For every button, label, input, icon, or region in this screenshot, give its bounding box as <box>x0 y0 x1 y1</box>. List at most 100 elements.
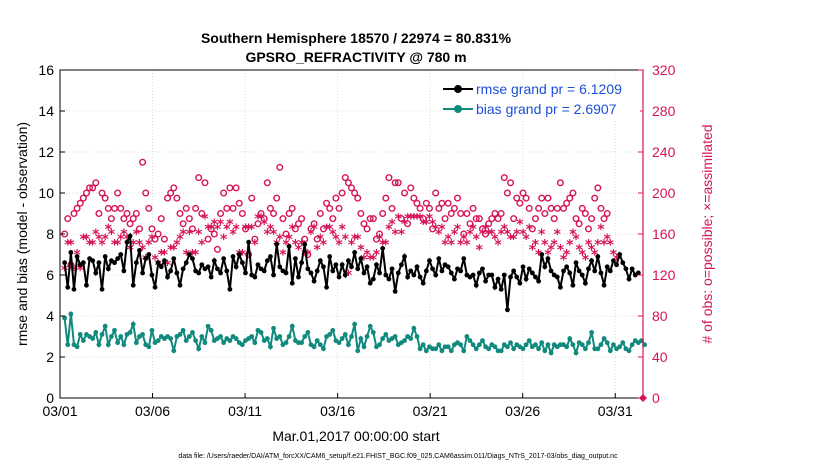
assimilated-point: * <box>245 222 253 238</box>
possible-point <box>232 184 240 192</box>
possible-point <box>366 215 374 223</box>
possible-point <box>541 209 549 217</box>
rmse-point <box>589 258 595 264</box>
rmse-point <box>523 276 529 282</box>
rmse-point <box>370 276 376 282</box>
possible-point <box>185 215 193 223</box>
bias-point <box>573 350 579 356</box>
chart-subtitle: GPSRO_REFRACTIVITY @ 780 m <box>245 49 466 65</box>
assimilated-point: * <box>89 237 97 253</box>
possible-point <box>92 179 100 187</box>
assimilated-point: * <box>342 232 350 248</box>
possible-point <box>354 194 362 202</box>
assimilated-point: * <box>398 227 406 243</box>
rmse-point <box>168 268 174 274</box>
possible-point <box>513 194 521 202</box>
bias-point <box>115 340 121 346</box>
assimilated-point: * <box>585 237 593 253</box>
rmse-point <box>604 264 610 270</box>
possible-point <box>167 189 175 197</box>
rmse-point <box>448 270 454 276</box>
rmse-point <box>133 260 139 266</box>
rmse-point <box>121 268 127 274</box>
y-tick-label: 16 <box>38 62 54 78</box>
rmse-point <box>558 284 563 290</box>
possible-point <box>179 220 187 228</box>
rmse-point <box>573 260 579 266</box>
possible-point <box>351 189 359 197</box>
rmse-point <box>526 266 532 272</box>
bias-point <box>579 342 585 348</box>
rmse-point <box>411 272 417 278</box>
bias-point <box>218 334 223 339</box>
assimilated-point: * <box>239 248 247 264</box>
rmse-point <box>177 282 183 288</box>
assimilated-point: * <box>582 253 590 269</box>
assimilated-point: * <box>229 227 237 243</box>
possible-point <box>535 204 543 212</box>
legend-bias-marker <box>454 105 462 113</box>
possible-point <box>429 225 437 233</box>
rmse-point <box>420 280 426 286</box>
bias-point <box>380 336 386 341</box>
bias-point <box>417 346 423 352</box>
rmse-point <box>186 252 192 257</box>
rmse-point <box>377 270 382 276</box>
possible-point <box>226 184 234 192</box>
bias-point <box>545 342 551 348</box>
rmse-point <box>617 252 623 257</box>
rmse-point <box>495 276 501 282</box>
possible-point <box>204 235 212 243</box>
bias-point <box>233 336 239 341</box>
bias-point <box>155 338 161 343</box>
possible-point <box>164 194 172 202</box>
rmse-point <box>339 262 345 268</box>
assimilated-point: * <box>575 242 583 258</box>
assimilated-point: * <box>208 222 216 238</box>
assimilated-point: * <box>441 237 449 253</box>
possible-point <box>369 215 377 223</box>
legend-bias-label: bias grand pr = 2.6907 <box>476 101 617 117</box>
assimilated-point: * <box>426 212 434 228</box>
possible-point <box>584 225 592 233</box>
bias-point <box>604 340 610 346</box>
bias-point <box>305 330 311 335</box>
y2-tick-label: 120 <box>652 267 676 283</box>
bias-point <box>336 340 342 346</box>
rmse-point <box>115 256 121 261</box>
assimilated-point: * <box>70 263 78 279</box>
assimilated-point: * <box>516 217 524 233</box>
rmse-point <box>317 258 323 264</box>
assimilated-point: * <box>304 248 312 264</box>
rmse-point <box>582 280 588 286</box>
x-tick-label: 03/31 <box>598 403 633 419</box>
bias-point <box>271 325 276 331</box>
assimilated-point: * <box>385 222 393 238</box>
possible-point <box>79 194 87 202</box>
rmse-point <box>211 258 217 264</box>
assimilated-point: * <box>86 237 94 253</box>
assimilated-point: * <box>323 222 331 238</box>
bias-point <box>199 334 205 339</box>
y2-axis-ticks: 0 40 80 120 160 200 240 280 320 <box>638 62 676 406</box>
assimilated-point: * <box>248 222 256 238</box>
assimilated-point: * <box>348 237 356 253</box>
possible-point <box>391 179 399 187</box>
assimilated-point: * <box>261 217 269 233</box>
assimilated-point: * <box>404 212 412 228</box>
bias-point <box>567 336 573 341</box>
bias-point <box>190 330 195 335</box>
legend-box <box>440 78 640 120</box>
assimilated-point: * <box>332 232 340 248</box>
possible-point <box>76 199 84 207</box>
bias-point <box>526 338 532 343</box>
assimilated-point: * <box>591 248 599 264</box>
possible-point <box>578 204 586 212</box>
assimilated-point: * <box>101 232 109 248</box>
possible-point <box>388 204 396 212</box>
possible-point <box>360 220 368 228</box>
bias-point <box>180 327 186 333</box>
assimilated-point: * <box>413 212 421 228</box>
possible-point <box>120 215 128 223</box>
rmse-point <box>180 266 186 272</box>
